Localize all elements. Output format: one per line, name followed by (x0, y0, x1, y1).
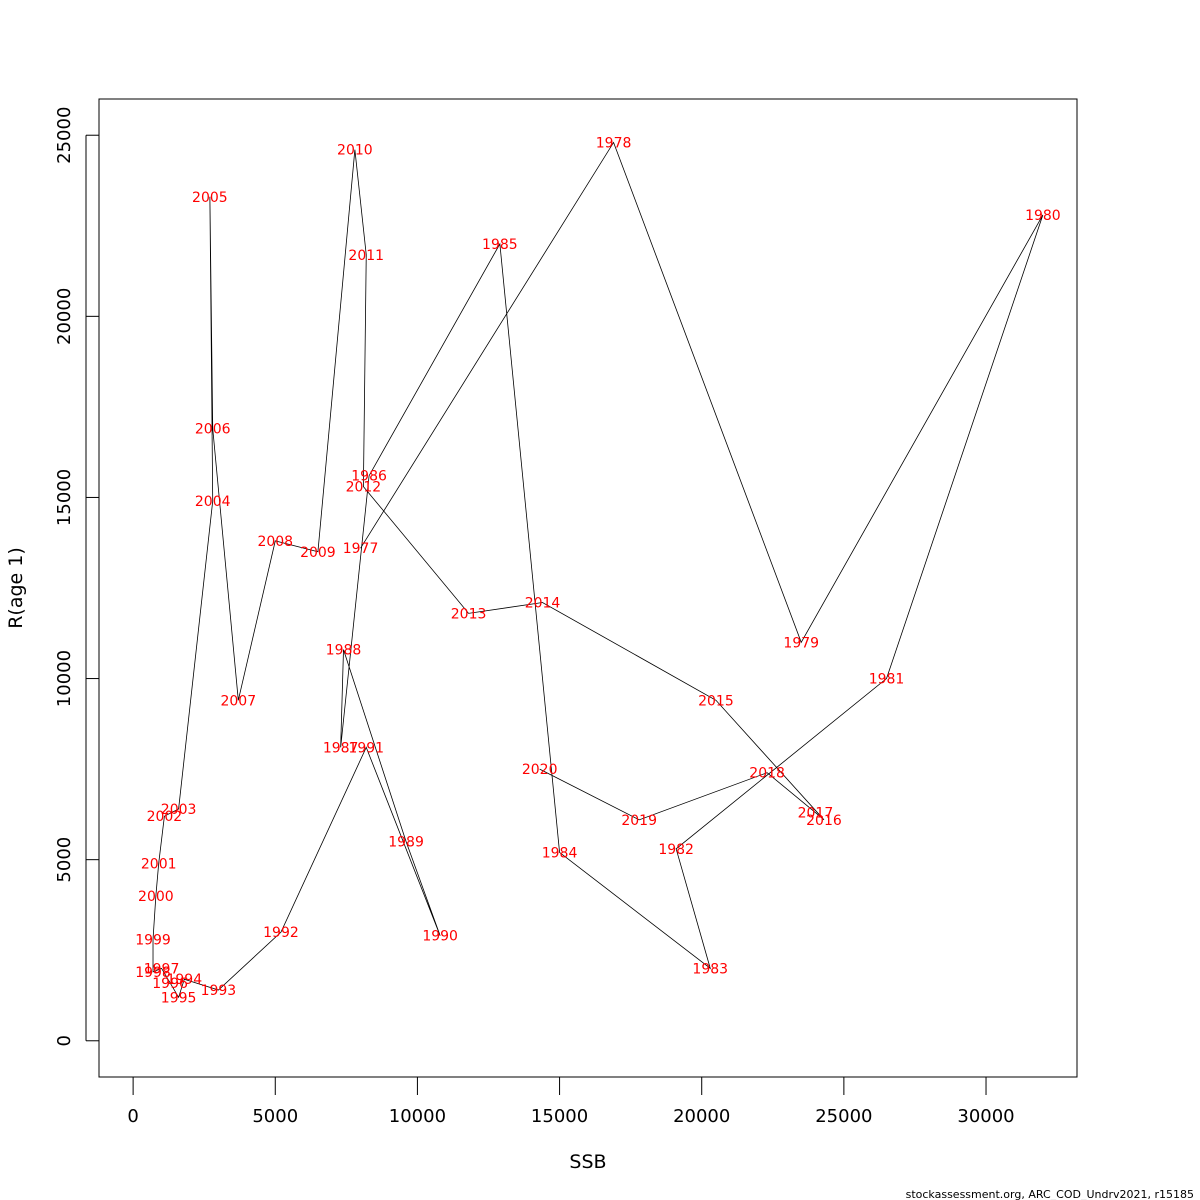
year-label-1986: 1986 (351, 469, 387, 485)
recruitment-series (152, 141, 1044, 999)
year-label-1995: 1995 (161, 990, 197, 1006)
y-tick-label: 5000 (54, 837, 75, 883)
year-label-2002: 2002 (147, 809, 183, 825)
source-caption: stockassessment.org, ARC_COD_Undrv2021, … (906, 1188, 1194, 1200)
year-label-2017: 2017 (798, 806, 834, 822)
y-tick-label: 0 (54, 1035, 75, 1046)
year-label-1980: 1980 (1025, 208, 1061, 224)
year-label-1979: 1979 (783, 635, 819, 651)
year-label-1994: 1994 (166, 972, 202, 988)
year-labels: 1977 1978 1979 1980 1981 1982 1983 1984 1985 1986… (135, 135, 1061, 1006)
year-label-1982: 1982 (658, 842, 694, 858)
year-label-1997: 1997 (144, 961, 180, 977)
y-tick-label: 25000 (54, 107, 75, 164)
year-label-1985: 1985 (482, 237, 518, 253)
year-label-1988: 1988 (326, 643, 362, 659)
year-label-1990: 1990 (422, 929, 458, 945)
year-label-1978: 1978 (596, 135, 632, 151)
y-tick-label: 20000 (54, 288, 75, 345)
x-axis: 0 5000 10000 15000 20000 25000 30000 (127, 1076, 1015, 1127)
trajectory-line (152, 141, 1044, 999)
y-axis-title: R(age 1) (5, 547, 27, 629)
year-label-2011: 2011 (348, 248, 384, 264)
year-label-1992: 1992 (263, 925, 299, 941)
y-tick-label: 10000 (54, 650, 75, 707)
year-label-2016: 2016 (806, 813, 842, 829)
y-axis: 0 5000 10000 15000 20000 25000 (54, 107, 99, 1047)
year-label-2005: 2005 (192, 190, 228, 206)
year-label-1999: 1999 (135, 932, 171, 948)
y-tick-label: 15000 (54, 469, 75, 526)
year-label-2013: 2013 (451, 606, 487, 622)
year-label-2018: 2018 (749, 766, 785, 782)
year-label-1983: 1983 (692, 961, 728, 977)
year-label-2000: 2000 (138, 889, 174, 905)
year-label-2008: 2008 (257, 534, 293, 550)
year-label-2010: 2010 (337, 143, 373, 159)
year-label-2007: 2007 (220, 693, 256, 709)
x-tick-label: 30000 (957, 1106, 1014, 1127)
x-tick-label: 5000 (252, 1106, 298, 1127)
year-label-2015: 2015 (698, 693, 734, 709)
year-label-1987: 1987 (323, 740, 359, 756)
year-label-2004: 2004 (195, 494, 231, 510)
year-label-1977: 1977 (343, 541, 379, 557)
x-axis-title: SSB (569, 1151, 606, 1173)
year-label-2003: 2003 (161, 802, 197, 818)
year-label-2006: 2006 (195, 422, 231, 438)
year-label-2019: 2019 (621, 813, 657, 829)
year-label-2014: 2014 (525, 595, 561, 611)
year-label-1981: 1981 (869, 672, 905, 688)
x-tick-label: 25000 (815, 1106, 872, 1127)
year-label-2009: 2009 (300, 545, 336, 561)
year-label-2012: 2012 (346, 480, 382, 496)
year-label-2001: 2001 (141, 856, 177, 872)
year-label-1989: 1989 (388, 835, 424, 851)
year-label-1996: 1996 (152, 976, 188, 992)
year-label-2020: 2020 (522, 762, 558, 778)
x-tick-label: 20000 (673, 1106, 730, 1127)
x-tick-label: 0 (127, 1106, 138, 1127)
year-label-1991: 1991 (348, 740, 384, 756)
year-label-1993: 1993 (201, 983, 237, 999)
year-label-1984: 1984 (542, 845, 578, 861)
x-tick-label: 10000 (389, 1106, 446, 1127)
x-tick-label: 15000 (531, 1106, 588, 1127)
year-label-1998: 1998 (135, 965, 171, 981)
